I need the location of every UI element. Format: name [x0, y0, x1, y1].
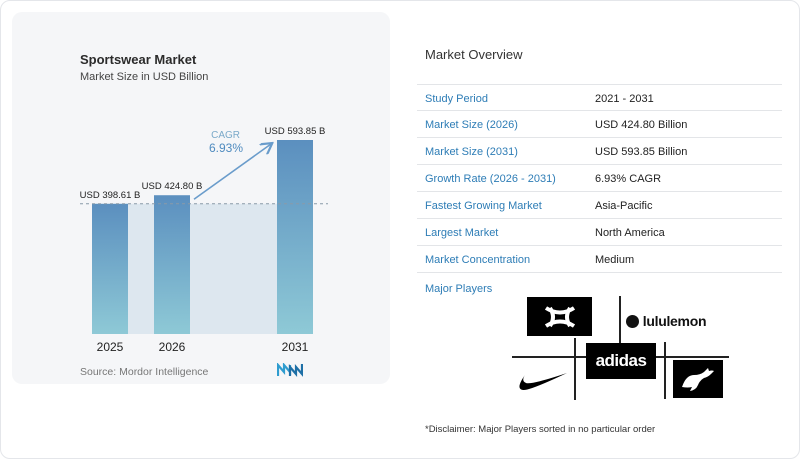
cagr-value: 6.93% [209, 141, 243, 155]
bar [154, 195, 190, 334]
overview-label: Growth Rate (2026 - 2031) [425, 173, 556, 185]
category-label: 2026 [159, 340, 186, 354]
cagr-label: CAGR [211, 130, 240, 141]
category-label: 2031 [282, 340, 309, 354]
category-label: 2025 [97, 340, 124, 354]
logo-divider [619, 296, 621, 345]
logo-divider [664, 342, 666, 399]
overview-value: Medium [595, 254, 635, 266]
nike-swoosh-icon [514, 366, 570, 396]
overview-row: Market Size (2026) USD 424.80 Billion [417, 111, 782, 138]
overview-value: North America [595, 227, 665, 239]
disclaimer: *Disclaimer: Major Players sorted in no … [425, 424, 656, 435]
adidas-wordmark: adidas [595, 351, 647, 370]
overview-title: Market Overview [425, 47, 523, 62]
overview-value: USD 593.85 Billion [595, 146, 688, 158]
puma-cat-icon [673, 360, 723, 398]
lululemon-mark-icon [625, 314, 639, 328]
overview-label: Market Size (2026) [425, 119, 518, 131]
adidas-logo: adidas [586, 343, 656, 379]
overview-row: Market Size (2031) USD 593.85 Billion [417, 138, 782, 165]
overview-label: Fastest Growing Market [425, 200, 542, 212]
lululemon-logo: lululemon [624, 302, 708, 340]
overview-row: Growth Rate (2026 - 2031) 6.93% CAGR [417, 165, 782, 192]
overview-label: Market Concentration [425, 254, 531, 266]
bar-value-label: USD 398.61 B [80, 190, 141, 201]
chart-title: Sportswear Market [80, 52, 197, 67]
bar [277, 140, 313, 334]
chart-source: Source: Mordor Intelligence [80, 366, 209, 378]
overview-value: USD 424.80 Billion [595, 119, 688, 131]
overview-row: Fastest Growing Market Asia-Pacific [417, 192, 782, 219]
logo-divider [574, 338, 576, 400]
baseline-band [128, 203, 277, 334]
players-title: Major Players [425, 283, 493, 295]
overview-value: 2021 - 2031 [595, 93, 654, 105]
overview-row: Market Concentration Medium [417, 246, 782, 273]
overview-label: Largest Market [425, 227, 499, 239]
bar-value-label: USD 424.80 B [142, 181, 203, 192]
chart-subtitle: Market Size in USD Billion [80, 71, 209, 83]
lululemon-wordmark: lululemon [642, 313, 707, 329]
mordor-intelligence-logo-icon [277, 363, 303, 377]
overview-value: 6.93% CAGR [595, 173, 662, 185]
cagr-arrow [193, 144, 271, 200]
overview-row: Study Period 2021 - 2031 [417, 84, 782, 111]
under-armour-logo-icon [527, 297, 592, 336]
overview-value: Asia-Pacific [595, 200, 653, 212]
overview-label: Market Size (2031) [425, 146, 518, 158]
bar [92, 203, 128, 334]
bar-value-label: USD 593.85 B [265, 126, 326, 137]
overview-label: Study Period [425, 93, 488, 105]
overview-row: Largest Market North America [417, 219, 782, 246]
